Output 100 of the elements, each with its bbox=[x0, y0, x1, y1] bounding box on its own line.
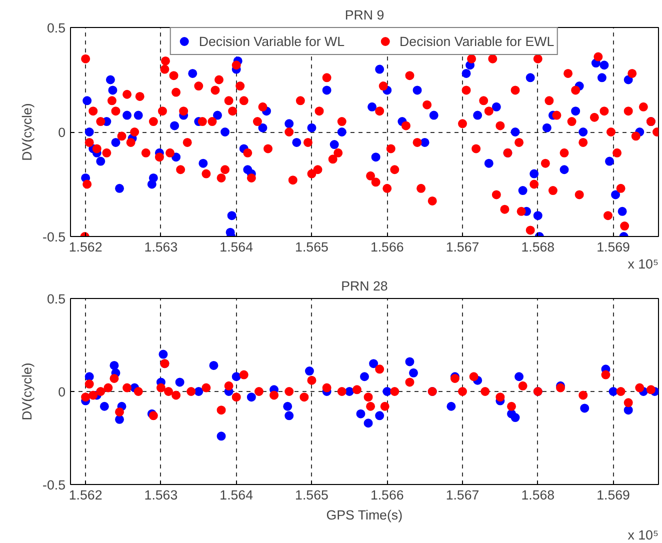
point bbox=[518, 381, 528, 390]
point bbox=[337, 387, 346, 396]
chart-title: PRN 28 bbox=[341, 278, 388, 294]
point bbox=[232, 372, 241, 382]
x-tick-label: 1.565 bbox=[295, 488, 328, 502]
x-tick-label: 1.568 bbox=[521, 488, 555, 502]
point bbox=[122, 383, 132, 392]
y-tick-label: -0.5 bbox=[42, 230, 66, 244]
legend-label: Decision Variable for WL bbox=[198, 34, 345, 48]
point bbox=[578, 390, 588, 400]
point bbox=[580, 404, 590, 413]
point bbox=[369, 359, 378, 368]
y-axis-title: DV(cycle) bbox=[20, 103, 35, 161]
point bbox=[364, 418, 373, 428]
x-tick-label: 1.563 bbox=[144, 240, 178, 254]
y-axis-title: DV(cycle) bbox=[20, 362, 35, 420]
x-tick-label: 1.569 bbox=[596, 240, 630, 254]
x-tick-label: 1.567 bbox=[446, 488, 480, 502]
point bbox=[81, 392, 90, 402]
y-tick-label: 0 bbox=[58, 125, 66, 140]
point bbox=[624, 406, 633, 415]
point bbox=[322, 383, 332, 392]
point bbox=[84, 372, 94, 382]
point bbox=[352, 385, 362, 394]
point bbox=[246, 392, 256, 402]
point bbox=[175, 378, 184, 387]
point bbox=[507, 402, 516, 411]
point bbox=[84, 380, 94, 389]
point bbox=[304, 366, 314, 376]
point bbox=[96, 387, 106, 396]
point bbox=[100, 402, 109, 411]
point bbox=[510, 413, 520, 422]
text: x 10⁵ bbox=[628, 256, 658, 272]
x-tick-label: 1.569 bbox=[596, 488, 630, 502]
point bbox=[307, 376, 316, 385]
x-tick-label: 1.567 bbox=[446, 240, 480, 254]
x-tick-label: 1.562 bbox=[68, 240, 102, 254]
point bbox=[232, 392, 241, 402]
point bbox=[270, 390, 279, 400]
point bbox=[239, 370, 248, 380]
point bbox=[635, 383, 644, 392]
point bbox=[480, 387, 490, 396]
point bbox=[608, 387, 618, 396]
y-tick-label: 0.5 bbox=[46, 292, 66, 306]
point bbox=[409, 368, 418, 378]
point bbox=[202, 383, 211, 392]
point bbox=[115, 407, 124, 416]
point bbox=[446, 402, 456, 411]
point bbox=[514, 372, 524, 382]
point bbox=[616, 387, 626, 396]
point bbox=[216, 432, 226, 441]
point bbox=[254, 387, 264, 396]
x-tick-label: 1.563 bbox=[144, 488, 178, 502]
point bbox=[172, 390, 181, 400]
point bbox=[194, 387, 204, 396]
point bbox=[110, 360, 119, 370]
point bbox=[164, 387, 173, 396]
x-tick-label: 1.562 bbox=[68, 488, 102, 502]
point bbox=[390, 387, 400, 396]
point bbox=[496, 392, 505, 402]
point bbox=[283, 402, 292, 411]
point bbox=[405, 378, 414, 387]
point bbox=[115, 414, 124, 424]
x-tick-label: 1.564 bbox=[220, 488, 254, 502]
x-tick-label: 1.565 bbox=[295, 240, 328, 254]
point bbox=[158, 350, 168, 359]
point bbox=[284, 387, 294, 396]
x-tick-label: 1.566 bbox=[370, 240, 404, 254]
point bbox=[601, 370, 610, 380]
point bbox=[88, 390, 98, 400]
point bbox=[364, 392, 373, 402]
point bbox=[458, 387, 467, 396]
point bbox=[366, 402, 376, 411]
point bbox=[360, 372, 369, 382]
text: x 10⁵ bbox=[628, 528, 658, 542]
point bbox=[156, 383, 166, 392]
x-axis-title: GPS Time(s) bbox=[326, 508, 403, 522]
y-tick-label: -0.5 bbox=[42, 478, 66, 492]
point bbox=[375, 364, 384, 374]
point bbox=[110, 374, 119, 383]
y-tick-label: 0 bbox=[58, 384, 66, 400]
point bbox=[186, 387, 196, 396]
point bbox=[134, 387, 143, 396]
point bbox=[300, 392, 309, 402]
point bbox=[356, 409, 366, 418]
y-tick-label: 0.5 bbox=[46, 20, 66, 36]
point bbox=[624, 398, 633, 408]
x-tick-label: 1.564 bbox=[220, 240, 254, 254]
point bbox=[209, 360, 218, 370]
x-tick-label: 1.566 bbox=[370, 488, 404, 502]
point bbox=[646, 385, 656, 394]
point bbox=[382, 387, 392, 396]
point bbox=[224, 381, 234, 390]
point bbox=[375, 411, 384, 420]
point bbox=[216, 406, 226, 415]
point bbox=[104, 383, 113, 392]
x-tick-label: 1.568 bbox=[521, 240, 555, 254]
chart-title: PRN 9 bbox=[344, 8, 384, 22]
point bbox=[380, 402, 390, 411]
point bbox=[284, 411, 294, 420]
